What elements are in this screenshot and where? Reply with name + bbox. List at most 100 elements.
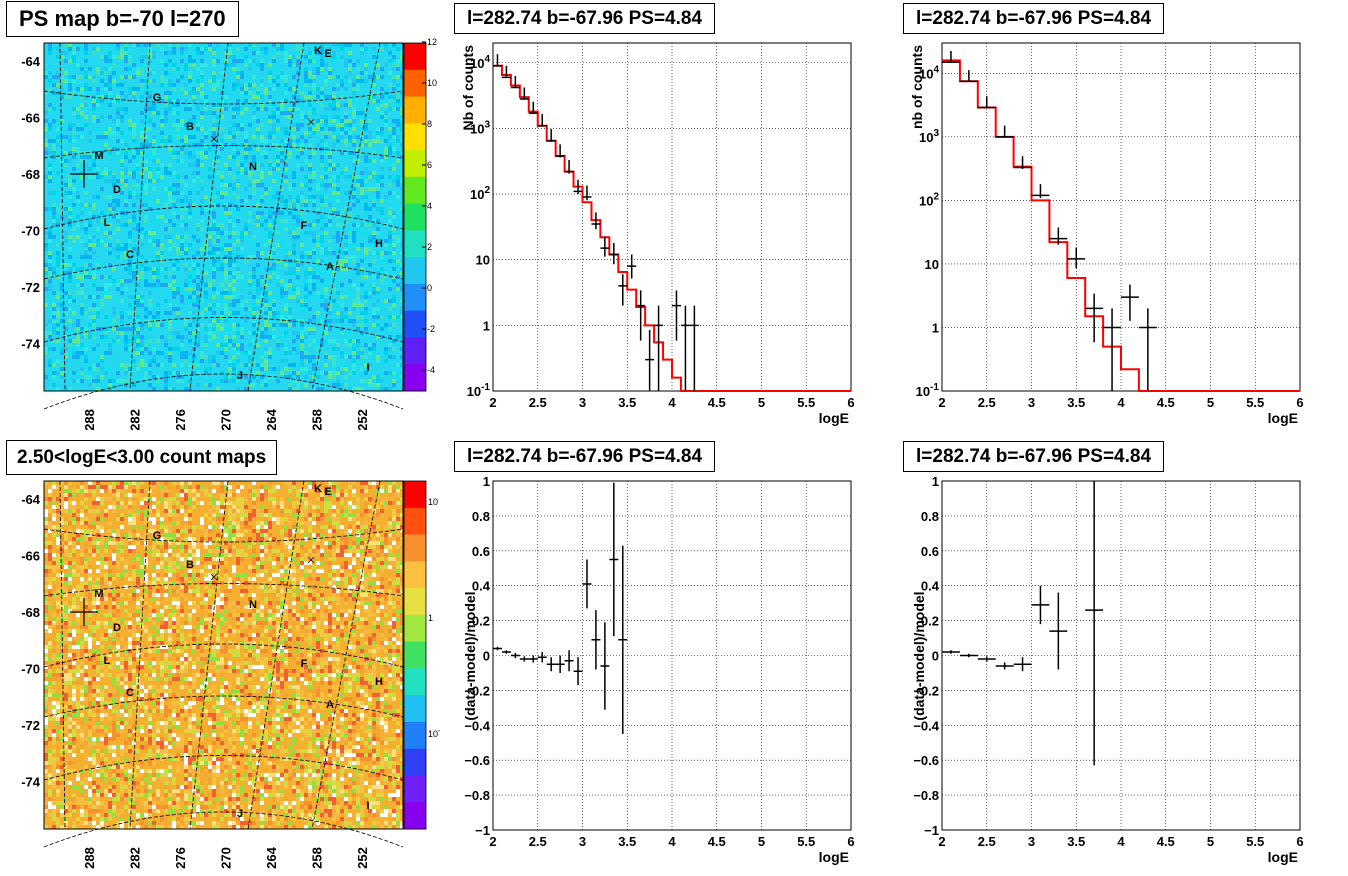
x-tick-label: 5 [758,395,765,410]
source-marker-l: L [104,217,111,229]
y-tick-label: 102 [470,185,490,202]
y-tick-label: 10 [925,257,939,272]
y-tick-label: 102 [919,191,939,208]
source-marker-f: F [301,220,308,232]
residual-point [600,622,610,710]
residual-point [1013,657,1032,672]
x-tick-label: 4 [1117,395,1125,410]
y-tick-label: −0.6 [464,753,490,768]
data-point [519,87,529,100]
x-axis-label: logE [819,849,849,865]
source-marker-e: E [324,486,331,498]
residual-point [1049,592,1068,670]
source-markers: K E G B M N D L F H C A J I [94,45,383,382]
map-y-tick: -68 [21,167,40,182]
x-tick-label: 2 [489,834,496,849]
map1-title: PS map b=-70 l=270 [6,1,239,37]
residual-pad-2: 2 2.5 3 3.5 4 4.5 5 5.5 6 −1 −0.8 −0.6 −0.4 −0.2 0 0.2 0… [896,438,1348,870]
data-point [493,54,502,67]
x-axis-label: logE [1268,410,1298,426]
x-tick-label: 4 [668,834,676,849]
residual-chart-2: 2 2.5 3 3.5 4 4.5 5 5.5 6 −1 −0.8 −0.6 −0.4 −0.2 0 0.2 0… [911,474,1304,865]
palette-label: 10-1 [428,728,440,739]
residual-point [609,482,619,637]
x-tick-label: 2.5 [529,395,547,410]
x-tick-label: 3 [579,834,586,849]
palette-label: 0 [427,283,432,293]
source-marker-a: A [326,261,334,273]
residual-point [546,657,556,672]
data-point [1031,184,1050,198]
x-tick-label: 6 [1296,395,1303,410]
y-tick-label: −0.8 [464,788,490,803]
map-y-tick: -72 [21,280,40,295]
residual-point [510,652,520,659]
palette-label: 2 [427,242,432,252]
y-tick-label: 0 [932,649,939,664]
y-tick-label: 0 [483,649,490,664]
ps-sky-map: 12 10 8 6 4 2 0 -2 -4 -64 -66 -68 -70 -72 -74 288 282 276… [21,37,437,431]
x-tick-label: 3 [1028,834,1035,849]
residual-point [555,655,565,673]
data-point [689,305,699,391]
data-point [537,114,547,127]
spectrum-chart-2: 2 2.5 3 3.5 4 4.5 5 5.5 6 10-1 1 10 102 103 104 logE nb … [909,42,1304,426]
spectrum2-title: l=282.74 b=-67.96 PS=4.84 [903,3,1165,34]
cross-markers [70,118,315,188]
source-marker-g: G [153,530,162,542]
map2-title: 2.50<logE<3.00 count maps [6,440,278,475]
map-pixels [44,481,404,829]
data-point [609,242,619,265]
residual1-title: l=282.74 b=-67.96 PS=4.84 [454,441,716,472]
data-point [1013,156,1032,170]
palette-label: -4 [427,365,435,375]
map-y-tick: -72 [21,718,40,733]
residual-point [501,650,511,654]
y-tick-label: 10-1 [467,382,491,399]
x-tick-label: 5.5 [797,834,815,849]
source-marker-c: C [126,687,134,699]
data-point [591,212,601,230]
residual-point [493,646,502,651]
x-tick-label: 6 [1296,834,1303,849]
source-marker-a: A [326,699,334,711]
palette-label: 10 [427,78,437,88]
map-y-tick: -74 [21,775,41,790]
x-tick-label: 5 [1207,395,1214,410]
data-point [959,70,978,83]
spectrum1-title: l=282.74 b=-67.96 PS=4.84 [454,3,716,34]
source-marker-c: C [126,249,134,261]
cross-markers [70,556,315,626]
color-palette: 12 10 8 6 4 2 0 -2 -4 [403,37,437,392]
map-x-tick: 276 [173,409,188,430]
x-tick-label: 4 [668,395,676,410]
source-marker-l: L [104,655,111,667]
residual-point [995,662,1014,670]
map-x-tick: 282 [128,847,143,869]
x-tick-label: 4.5 [708,834,726,849]
data-point [645,330,655,391]
map-grid [43,42,404,410]
y-tick-label: 1 [483,318,490,333]
model-step-line [942,59,1300,392]
data-point [546,129,556,142]
map-x-tick: 270 [219,847,234,869]
x-tick-label: 2 [938,395,945,410]
y-tick-label: 1 [483,474,490,489]
source-marker-e: E [324,48,331,60]
map-x-tick: 288 [82,409,97,430]
y-tick-label: 103 [919,128,939,145]
x-axis-label: logE [819,410,849,426]
x-tick-label: 3.5 [1067,834,1085,849]
map-y-tick: -74 [21,337,41,352]
count-sky-map: 10 1 10-1 -64 -66 -68 -70 -72 -74 288 282 276 270 264… [21,480,444,869]
x-tick-label: 4.5 [708,395,726,410]
y-tick-label: 0.4 [472,579,491,594]
data-point [627,254,637,279]
data-point [1121,284,1139,321]
x-tick-label: 4.5 [1157,395,1175,410]
residual-point [537,652,547,663]
palette-label: 8 [427,119,432,129]
y-tick-label: 0.6 [472,544,490,559]
x-tick-label: 3 [579,395,586,410]
